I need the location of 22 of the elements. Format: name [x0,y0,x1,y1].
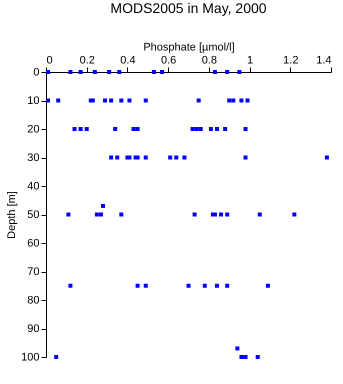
y-tick-label: 100 [21,352,40,364]
y-tick-label: 90 [27,323,40,335]
chart-title: MODS2005 in May, 2000 [110,0,267,16]
x-tick-label: 1 [247,54,254,66]
x-tick-label: 0.6 [160,54,176,66]
y-tick-label: 50 [27,209,40,221]
x-tick-label: 0 [46,54,53,66]
y-axis-title: Depth [m] [6,191,18,239]
x-tick-label: 0.2 [80,54,95,66]
x-tick-label: 1.4 [316,54,332,66]
y-tick-label: 0 [33,66,40,78]
y-tick-label: 60 [27,238,40,250]
y-tick-label: 40 [27,180,40,192]
x-tick-label: 0.4 [120,54,136,66]
y-tick-label: 30 [27,152,40,164]
y-tick-label: 70 [27,266,40,278]
y-tick-label: 10 [27,95,40,107]
y-tick-label: 20 [27,124,40,136]
y-tick-label: 80 [27,294,40,306]
x-axis-title: Phosphate [µmol/l] [143,42,235,54]
x-tick-label: 0.8 [202,54,218,66]
x-tick-label: 1.2 [283,54,298,66]
